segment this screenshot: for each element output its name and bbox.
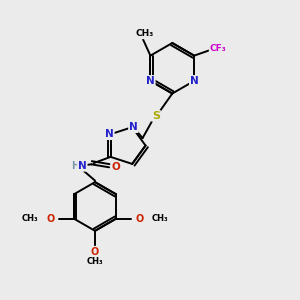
Text: S: S	[152, 111, 160, 121]
Text: N: N	[105, 129, 114, 139]
Text: CH₃: CH₃	[135, 29, 154, 38]
Text: CH₃: CH₃	[22, 214, 38, 223]
Text: O: O	[136, 214, 144, 224]
Text: O: O	[111, 162, 120, 172]
Text: N: N	[129, 122, 138, 132]
Text: N: N	[146, 76, 155, 86]
Text: CF₃: CF₃	[210, 44, 226, 53]
Text: O: O	[46, 214, 54, 224]
Text: CH₃: CH₃	[87, 257, 103, 266]
Text: O: O	[91, 247, 99, 257]
Text: CH₃: CH₃	[152, 214, 168, 223]
Text: N: N	[78, 161, 87, 171]
Text: N: N	[190, 76, 199, 86]
Text: H: H	[71, 161, 80, 171]
